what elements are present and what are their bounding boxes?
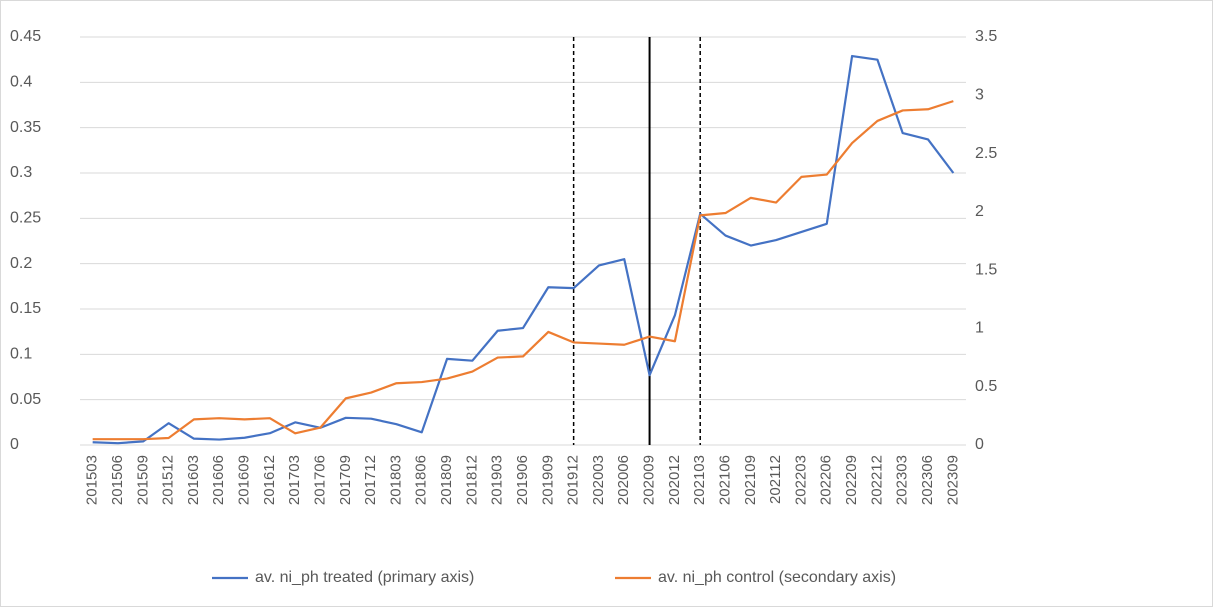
x-tick-label: 201712 <box>362 455 379 505</box>
y-tick-label: 0.45 <box>10 28 41 45</box>
x-tick-label: 201903 <box>489 455 506 505</box>
x-tick-label: 201512 <box>160 455 177 505</box>
legend-label: av. ni_ph treated (primary axis) <box>255 569 474 586</box>
y2-tick-label: 2.5 <box>975 145 997 162</box>
x-tick-label: 201612 <box>261 455 278 505</box>
x-tick-label: 202103 <box>691 455 708 505</box>
x-tick-label: 201506 <box>109 455 126 505</box>
x-tick-label: 201709 <box>337 455 354 505</box>
x-tick-label: 202206 <box>818 455 835 505</box>
y-tick-label: 0.15 <box>10 300 41 317</box>
y2-tick-label: 0.5 <box>975 378 997 395</box>
y2-tick-label: 1.5 <box>975 261 997 278</box>
y-tick-label: 0.25 <box>10 210 41 227</box>
y-tick-label: 0.35 <box>10 119 41 136</box>
x-tick-label: 202106 <box>716 455 733 505</box>
y2-tick-label: 3 <box>975 87 984 104</box>
legend-label: av. ni_ph control (secondary axis) <box>658 569 896 586</box>
x-tick-label: 201609 <box>236 455 253 505</box>
x-tick-label: 201906 <box>514 455 531 505</box>
x-tick-label: 202112 <box>767 455 784 504</box>
x-tick-label: 202012 <box>666 455 683 505</box>
x-tick-label: 201503 <box>84 455 101 505</box>
y2-tick-label: 2 <box>975 203 984 220</box>
x-tick-label: 201812 <box>463 455 480 505</box>
x-tick-label: 202203 <box>792 455 809 505</box>
series-line <box>92 54 955 445</box>
y2-tick-label: 1 <box>975 320 984 337</box>
y2-tick-label: 3.5 <box>975 28 997 45</box>
x-tick-label: 201703 <box>286 455 303 505</box>
x-tick-label: 201803 <box>387 455 404 505</box>
y-tick-label: 0.05 <box>10 391 41 408</box>
x-tick-label: 202006 <box>615 455 632 505</box>
x-tick-label: 202109 <box>742 455 759 505</box>
x-tick-label: 201706 <box>311 455 328 505</box>
x-tick-label: 202003 <box>590 455 607 505</box>
x-tick-label: 202303 <box>894 455 911 505</box>
y-tick-label: 0.4 <box>10 74 32 91</box>
x-tick-label: 201606 <box>210 455 227 505</box>
x-tick-label: 201909 <box>539 455 556 505</box>
y-tick-label: 0.3 <box>10 164 32 181</box>
y-tick-label: 0.1 <box>10 346 32 363</box>
y-tick-label: 0 <box>10 436 19 453</box>
x-tick-label: 202306 <box>919 455 936 505</box>
x-tick-label: 202212 <box>868 455 885 505</box>
x-tick-label: 201509 <box>134 455 151 505</box>
x-tick-label: 202009 <box>641 455 658 505</box>
x-tick-label: 201806 <box>413 455 430 505</box>
x-tick-label: 201809 <box>438 455 455 505</box>
y2-tick-label: 0 <box>975 436 984 453</box>
x-tick-label: 201603 <box>185 455 202 505</box>
x-tick-label: 202309 <box>944 455 961 505</box>
y-tick-label: 0.2 <box>10 255 32 272</box>
x-tick-label: 201912 <box>565 455 582 505</box>
series-line <box>92 100 954 441</box>
x-tick-label: 202209 <box>843 455 860 505</box>
